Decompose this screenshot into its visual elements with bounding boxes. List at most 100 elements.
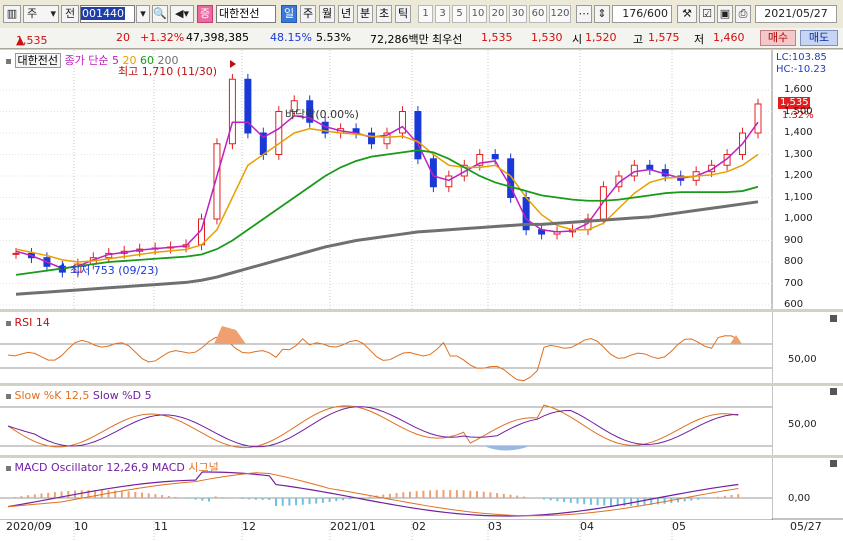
interval-button-10[interactable]: 10 <box>469 5 487 23</box>
y-tick-label: 1,500 <box>784 105 813 117</box>
candle-body <box>244 78 252 134</box>
close-panel-icon[interactable] <box>830 388 837 395</box>
x-tick-label: 10 <box>74 520 88 533</box>
y-tick-label: 1,100 <box>784 191 813 203</box>
ma-line-5 <box>15 115 759 270</box>
best-ask: 1,535 <box>481 31 513 44</box>
settings-icon[interactable]: ⋯ <box>576 5 592 23</box>
stock-status-badge: 증 <box>197 5 213 23</box>
interval-button-3[interactable]: 3 <box>435 5 450 23</box>
up-arrow-icon: ▲ <box>16 34 25 47</box>
candle-body <box>213 143 221 220</box>
current-price-tag: 1,535 <box>778 97 810 109</box>
x-tick-label: 2020/09 <box>6 520 52 533</box>
panel-marker-icon <box>6 393 11 399</box>
interval-button-30[interactable]: 30 <box>509 5 527 23</box>
save-icon[interactable]: ▣ <box>717 5 733 23</box>
y-tick-label: 1,000 <box>784 213 813 224</box>
ma-line-60 <box>15 149 759 276</box>
change-percent: +1.32% <box>140 31 185 44</box>
interval-button-5[interactable]: 5 <box>452 5 467 23</box>
market-select[interactable]: 주 ▾ <box>23 5 59 23</box>
interval-button-20[interactable]: 20 <box>489 5 507 23</box>
x-tick-label: 05 <box>672 520 686 533</box>
date-input[interactable]: 2021/05/27 <box>755 5 837 23</box>
stoch-oversold-fill <box>484 446 530 451</box>
stock-name-field: 대한전선 <box>216 5 276 23</box>
market-value: 주 <box>27 7 38 20</box>
period-button-4[interactable]: 분 <box>357 5 373 23</box>
chart-canvas[interactable] <box>0 50 843 541</box>
interval-button-60[interactable]: 60 <box>529 5 547 23</box>
type-select[interactable]: 전 <box>61 5 79 23</box>
panel-marker-icon <box>6 320 11 326</box>
interval-button-1[interactable]: 1 <box>418 5 433 23</box>
y-tick-label: 700 <box>784 277 804 289</box>
count-total: /600 <box>643 7 668 20</box>
buy-button[interactable]: 매수 <box>760 30 796 46</box>
x-tick-label: 12 <box>242 520 256 533</box>
spin-button[interactable]: ⇕ <box>594 5 610 23</box>
candle-body <box>476 154 484 166</box>
panel-separator[interactable] <box>0 309 843 312</box>
candle-body <box>754 103 762 134</box>
candle-body <box>12 252 20 255</box>
checkbox-icon[interactable]: ☑ <box>699 5 715 23</box>
candle-body <box>290 100 298 112</box>
search-icon[interactable]: 🔍 <box>152 5 168 23</box>
panel-separator[interactable] <box>0 455 843 458</box>
period-button-2[interactable]: 월 <box>319 5 335 23</box>
candle-body <box>723 154 731 166</box>
candle-body <box>398 111 406 134</box>
high-annotation: 최고 1,710 (11/30) <box>118 65 218 78</box>
y-tick-label: 1,200 <box>784 170 813 181</box>
stoch-level-label: 50,00 <box>788 419 817 430</box>
period-button-5[interactable]: 초 <box>376 5 392 23</box>
high-price: 1,575 <box>648 31 680 44</box>
x-tick-label: 02 <box>412 520 426 533</box>
current-pct-tag: 1.32% <box>782 110 814 121</box>
open-price: 1,520 <box>585 31 617 44</box>
candle-body <box>491 154 499 160</box>
panel-separator[interactable] <box>0 383 843 386</box>
volume-ratio: 48.15% <box>270 31 312 44</box>
rsi-overbought-fill <box>730 335 742 344</box>
tools-icon[interactable]: ⚒ <box>677 5 697 23</box>
close-panel-icon[interactable] <box>830 315 837 322</box>
print-icon[interactable]: ⎙ <box>735 5 751 23</box>
y-tick-label: 1,600 <box>784 84 813 95</box>
macd-line-title: MACD <box>151 461 185 474</box>
period-button-1[interactable]: 주 <box>300 5 316 23</box>
x-tick-label: 2021/01 <box>330 520 376 533</box>
interval-button-120[interactable]: 120 <box>549 5 571 23</box>
best-bid: 1,530 <box>531 31 563 44</box>
period-button-6[interactable]: 틱 <box>395 5 411 23</box>
sell-button[interactable]: 매도 <box>800 30 838 46</box>
stoch-d-title: Slow %D 5 <box>92 389 152 402</box>
code-dropdown-button[interactable]: ▾ <box>136 5 150 23</box>
stock-code-input[interactable]: 001440 <box>80 5 135 23</box>
low-annotation: 최저 753 (09/23) <box>70 264 159 277</box>
stock-label: 대한전선 <box>14 53 61 68</box>
y-tick-label: 800 <box>784 256 804 267</box>
period-button-0[interactable]: 일 <box>281 5 297 23</box>
open-label: 시 <box>572 33 583 46</box>
x-tick-label: 04 <box>580 520 594 533</box>
ma-label-text: 종가 단순 <box>64 54 109 67</box>
rsi-panel-bg <box>0 312 772 383</box>
low-label: 저 <box>694 33 705 46</box>
count-value: 176 <box>622 7 644 20</box>
chart-type-icon[interactable]: ▥ <box>3 5 21 23</box>
candle-body <box>615 175 623 188</box>
count-input[interactable]: 176/600 <box>612 5 672 23</box>
low-price: 1,460 <box>713 31 745 44</box>
close-panel-icon[interactable] <box>830 460 837 467</box>
price-panel-bg <box>0 50 843 309</box>
high-label: 고 <box>633 33 644 46</box>
period-button-3[interactable]: 년 <box>338 5 354 23</box>
end-date-label: 05/27 <box>790 520 822 533</box>
rsi-overbought-fill <box>214 326 246 344</box>
macd-osc-title: MACD Oscillator 12,26,9 <box>14 461 149 474</box>
speaker-icon[interactable]: ◀▾ <box>170 5 194 23</box>
panel-marker-icon <box>6 465 11 471</box>
